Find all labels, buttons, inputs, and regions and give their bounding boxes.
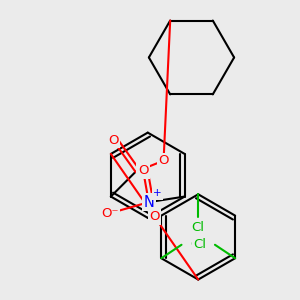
Text: Cl: Cl xyxy=(193,238,206,251)
Text: +: + xyxy=(153,188,162,198)
Text: O: O xyxy=(138,164,148,177)
Text: N: N xyxy=(143,195,154,210)
Text: O: O xyxy=(158,154,169,167)
Text: Cl: Cl xyxy=(190,238,203,251)
Text: Cl: Cl xyxy=(192,221,205,235)
Text: O: O xyxy=(149,210,160,223)
Text: O: O xyxy=(108,134,118,147)
Text: O⁻: O⁻ xyxy=(101,207,118,220)
